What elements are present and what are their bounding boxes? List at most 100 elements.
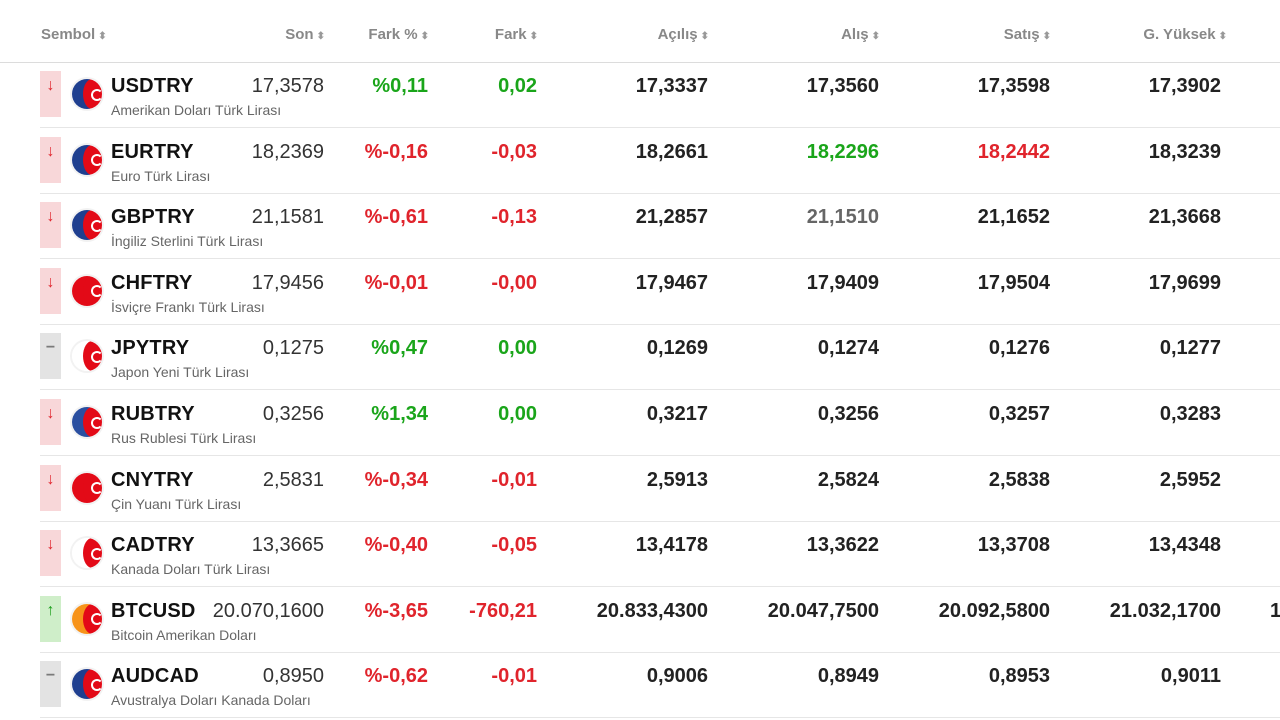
table-row[interactable]: − AUDCAD Avustralya Doları Kanada Doları 0,… bbox=[40, 652, 1280, 719]
cell-acilis: 2,5913 bbox=[646, 468, 708, 491]
cell-satis: 17,3598 bbox=[977, 75, 1050, 97]
cell-satis: 13,3708 bbox=[977, 534, 1050, 557]
table-row[interactable]: ↓ CHFTRY İsviçre Frankı Türk Lirası 17,9456… bbox=[40, 259, 1280, 325]
cell-acilis: 17,3337 bbox=[635, 75, 708, 97]
arrow-down-icon: ↓ bbox=[40, 399, 61, 445]
symbol-description: Çin Yuanı Türk Lirası bbox=[111, 495, 242, 512]
arrow-down-icon: ↓ bbox=[40, 202, 61, 249]
cell-satis: 18,2442 bbox=[977, 140, 1050, 163]
header-son[interactable]: Son ⬍ bbox=[285, 26, 325, 43]
table-row[interactable]: ↓ CNYTRY Çin Yuanı Türk Lirası 2,5831 %-0,34… bbox=[40, 456, 1280, 522]
symbol-link[interactable]: GBPTRY bbox=[111, 206, 195, 229]
flag-cn-icon bbox=[72, 472, 102, 503]
sort-icon: ⬍ bbox=[700, 31, 709, 42]
sort-icon: ⬍ bbox=[1218, 31, 1227, 42]
flag-au-icon bbox=[72, 669, 102, 700]
cell-fark: 0,00 bbox=[498, 403, 537, 425]
symbol-description: Avustralya Doları Kanada Doları bbox=[111, 692, 311, 709]
cell-fark-pct: %1,34 bbox=[371, 403, 428, 425]
cell-son: 17,9456 bbox=[251, 271, 324, 294]
symbol-link[interactable]: CHFTRY bbox=[111, 271, 193, 294]
header-fark[interactable]: Fark ⬍ bbox=[494, 26, 538, 43]
table-row[interactable]: ↓ CADTRY Kanada Doları Türk Lirası 13,3665%… bbox=[40, 521, 1280, 588]
symbol-link[interactable]: BTCUSD bbox=[111, 599, 196, 622]
cell-son: 13,3665 bbox=[251, 534, 324, 557]
cell-fark: -0,00 bbox=[491, 271, 537, 294]
cell-fark-pct: %0,11 bbox=[372, 75, 428, 97]
symbol-link[interactable]: RUBTRY bbox=[111, 403, 195, 425]
cell-alis: 0,1274 bbox=[817, 337, 879, 360]
cell-acilis: 17,9467 bbox=[635, 271, 708, 294]
cell-son: 0,3256 bbox=[262, 403, 324, 425]
symbol-description: Kanada Doları Türk Lirası bbox=[111, 561, 271, 578]
sort-icon: ⬍ bbox=[420, 31, 429, 42]
cell-fark-pct: %-0,62 bbox=[364, 665, 428, 688]
cell-son: 17,3578 bbox=[251, 75, 324, 97]
arrow-up-icon: ↑ bbox=[40, 595, 61, 642]
header-fark-pct-label: Fark % bbox=[368, 26, 418, 43]
sort-icon: ⬍ bbox=[529, 31, 538, 42]
cell-overflow: 1 bbox=[1270, 599, 1280, 622]
header-g-yuksek-label: G. Yüksek bbox=[1143, 26, 1216, 43]
cell-fark-pct: %-0,34 bbox=[364, 468, 428, 491]
table-row[interactable]: ↓ GBPTRY İngiliz Sterlini Türk Lirası 21,15… bbox=[40, 193, 1280, 260]
cell-satis: 21,1652 bbox=[977, 206, 1050, 229]
table-row[interactable]: ↓ EURTRY Euro Türk Lirası 18,2369 %-0,16 -0,0… bbox=[40, 128, 1280, 194]
cell-fark-pct: %-0,16 bbox=[364, 140, 428, 163]
cell-acilis: 21,2857 bbox=[635, 206, 708, 229]
cell-alis: 17,3560 bbox=[806, 75, 879, 97]
cell-son: 18,2369 bbox=[251, 140, 324, 163]
symbol-link[interactable]: AUDCAD bbox=[111, 665, 199, 688]
header-fark-pct[interactable]: Fark % ⬍ bbox=[368, 26, 429, 43]
cell-satis: 20.092,5800 bbox=[938, 599, 1050, 622]
flag-ru-icon bbox=[72, 407, 102, 437]
dash-icon: − bbox=[40, 661, 61, 708]
symbol-link[interactable]: JPYTRY bbox=[111, 337, 190, 360]
header-g-yuksek[interactable]: G. Yüksek ⬍ bbox=[1143, 26, 1227, 43]
cell-son: 0,1275 bbox=[262, 337, 324, 360]
cell-acilis: 0,3217 bbox=[646, 403, 708, 425]
sort-icon: ⬍ bbox=[98, 31, 106, 42]
cell-son: 21,1581 bbox=[251, 206, 324, 229]
header-sembol-label: Sembol bbox=[41, 26, 96, 43]
symbol-link[interactable]: CNYTRY bbox=[111, 468, 194, 491]
header-fark-label: Fark bbox=[494, 26, 527, 43]
cell-fark-pct: %0,47 bbox=[371, 337, 428, 360]
cell-g-yuksek: 13,4348 bbox=[1148, 534, 1221, 557]
sort-icon: ⬍ bbox=[1042, 31, 1051, 42]
symbol-description: Japon Yeni Türk Lirası bbox=[111, 364, 250, 381]
cell-alis: 20.047,7500 bbox=[767, 599, 879, 622]
cell-satis: 0,3257 bbox=[988, 403, 1050, 425]
cell-fark-pct: %-0,40 bbox=[364, 534, 428, 557]
header-acilis[interactable]: Açılış ⬍ bbox=[658, 26, 709, 43]
table-row[interactable]: ↑ BTCUSD Bitcoin Amerikan Doları 20.070,160… bbox=[40, 587, 1280, 653]
cell-g-yuksek: 0,9011 bbox=[1160, 665, 1221, 688]
flag-ca-icon bbox=[72, 538, 102, 569]
symbol-link[interactable]: USDTRY bbox=[111, 75, 194, 97]
cell-g-yuksek: 0,1277 bbox=[1159, 337, 1221, 360]
table-header: Sembol ⬍ Son ⬍ Fark % ⬍ Fark ⬍ Açılış ⬍ Alış ⬍… bbox=[0, 0, 1280, 63]
header-son-label: Son bbox=[285, 26, 314, 43]
cell-satis: 17,9504 bbox=[977, 271, 1050, 294]
cell-alis: 2,5824 bbox=[817, 468, 879, 491]
header-satis[interactable]: Satış ⬍ bbox=[1004, 26, 1051, 43]
dash-icon: − bbox=[40, 333, 61, 380]
cell-son: 20.070,1600 bbox=[212, 599, 324, 622]
cell-alis: 21,1510 bbox=[806, 206, 879, 229]
symbol-description: Amerikan Doları Türk Lirası bbox=[111, 102, 282, 118]
cell-fark-pct: %-3,65 bbox=[364, 599, 428, 622]
flag-gb-icon bbox=[72, 210, 102, 241]
cell-g-yuksek: 21.032,1700 bbox=[1109, 599, 1221, 622]
header-sembol[interactable]: Sembol ⬍ bbox=[41, 26, 107, 43]
cell-satis: 0,1276 bbox=[988, 337, 1050, 360]
cell-fark-pct: %-0,01 bbox=[364, 271, 428, 294]
symbol-description: Rus Rublesi Türk Lirası bbox=[111, 430, 257, 446]
cell-son: 0,8950 bbox=[262, 665, 324, 688]
symbol-description: İngiliz Sterlini Türk Lirası bbox=[111, 233, 264, 250]
table-row[interactable]: ↓ USDTRY Amerikan Doları Türk Lirası 17,357… bbox=[40, 62, 1280, 128]
table-row[interactable]: − JPYTRY Japon Yeni Türk Lirası 0,1275 %0,47… bbox=[40, 324, 1280, 391]
table-row[interactable]: ↓ RUBTRY Rus Rublesi Türk Lirası 0,3256 %1,3… bbox=[40, 390, 1280, 456]
symbol-link[interactable]: CADTRY bbox=[111, 534, 195, 557]
header-alis[interactable]: Alış ⬍ bbox=[841, 26, 880, 43]
symbol-link[interactable]: EURTRY bbox=[111, 140, 194, 163]
